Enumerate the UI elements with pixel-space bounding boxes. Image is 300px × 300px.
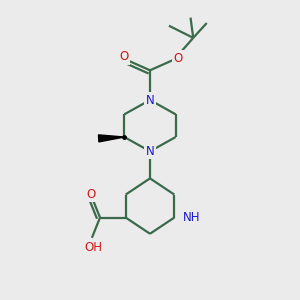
Text: N: N [146,145,154,158]
Polygon shape [98,135,124,142]
Text: O: O [120,50,129,63]
Text: N: N [146,94,154,106]
Text: O: O [174,52,183,64]
Text: OH: OH [84,241,102,254]
Text: NH: NH [183,211,200,224]
Text: O: O [86,188,95,201]
